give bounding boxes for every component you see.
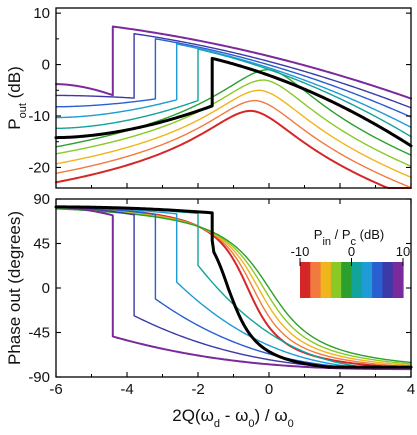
phase-y-tick-label: -45 bbox=[28, 325, 50, 342]
phase-y-tick-label: 45 bbox=[33, 236, 50, 253]
legend-color-swatch bbox=[320, 262, 332, 298]
legend-color-swatch bbox=[382, 262, 394, 298]
phase-y-ticks: 90 45 0 -45 -90 bbox=[28, 191, 411, 386]
shared-x-ticks: -6 -4 -2 0 2 4 bbox=[49, 183, 415, 398]
power-series-line bbox=[55, 43, 412, 129]
x-tick-label: 0 bbox=[265, 381, 273, 398]
phase-series-line bbox=[54, 205, 413, 369]
power-series-line bbox=[54, 56, 413, 148]
phase-y-tick-label: 0 bbox=[42, 280, 50, 297]
legend-tick-label: 0 bbox=[348, 244, 355, 259]
power-y-tick-label: -20 bbox=[28, 159, 50, 176]
power-y-ticks: 10 0 -10 -20 bbox=[28, 5, 411, 176]
power-series-line bbox=[55, 33, 412, 109]
x-tick-label: -6 bbox=[49, 381, 62, 398]
legend-color-swatch bbox=[330, 262, 342, 298]
power-y-tick-label: -10 bbox=[28, 108, 50, 125]
x-tick-label: -4 bbox=[120, 381, 133, 398]
phase-y-axis-label: Phase out (degrees) bbox=[5, 211, 24, 365]
legend-color-swatch bbox=[372, 262, 383, 298]
power-y-tick-label: 0 bbox=[42, 57, 50, 74]
power-y-axis-label: Pout (dB) bbox=[5, 66, 29, 129]
x-tick-label: 2 bbox=[336, 381, 344, 398]
legend-color-swatch bbox=[310, 262, 322, 298]
phase-y-tick-label: -90 bbox=[28, 369, 50, 386]
power-series-line bbox=[55, 69, 412, 156]
power-y-tick-label: 10 bbox=[33, 5, 50, 22]
legend-color-swatch bbox=[361, 262, 373, 298]
phase-series-group bbox=[54, 205, 413, 371]
legend-title: Pin / Pc (dB) bbox=[314, 227, 384, 248]
power-series-line bbox=[55, 25, 412, 100]
x-tick-label: 4 bbox=[407, 381, 415, 398]
legend-tick-label: 10 bbox=[396, 244, 410, 259]
power-series-group bbox=[54, 25, 413, 189]
power-series-line bbox=[55, 109, 412, 189]
shared-x-axis-label: 2Q(ωd - ω0) / ω0 bbox=[172, 406, 294, 430]
power-series-line bbox=[55, 89, 412, 178]
legend-color-swatch bbox=[351, 262, 363, 298]
legend-color-swatch bbox=[392, 262, 404, 298]
x-tick-label: -2 bbox=[191, 381, 204, 398]
power-series-line bbox=[55, 79, 412, 167]
legend-color-swatch bbox=[341, 262, 353, 298]
power-series-line bbox=[55, 99, 412, 189]
power-series-line bbox=[55, 38, 412, 118]
phase-y-tick-label: 90 bbox=[33, 191, 50, 208]
legend-color-swatch bbox=[300, 262, 311, 298]
legend-color-strip bbox=[300, 262, 404, 298]
input-power-legend: Pin / Pc (dB) -10 0 10 bbox=[291, 227, 410, 298]
phase-panel: 90 45 0 -45 -90 Phase out (degrees) bbox=[5, 191, 413, 386]
power-series-line bbox=[55, 48, 412, 138]
legend-tick-label: -10 bbox=[291, 244, 310, 259]
power-panel: 10 0 -10 -20 Pout (dB) bbox=[5, 5, 413, 189]
legend-tick-labels: -10 0 10 bbox=[291, 244, 410, 266]
